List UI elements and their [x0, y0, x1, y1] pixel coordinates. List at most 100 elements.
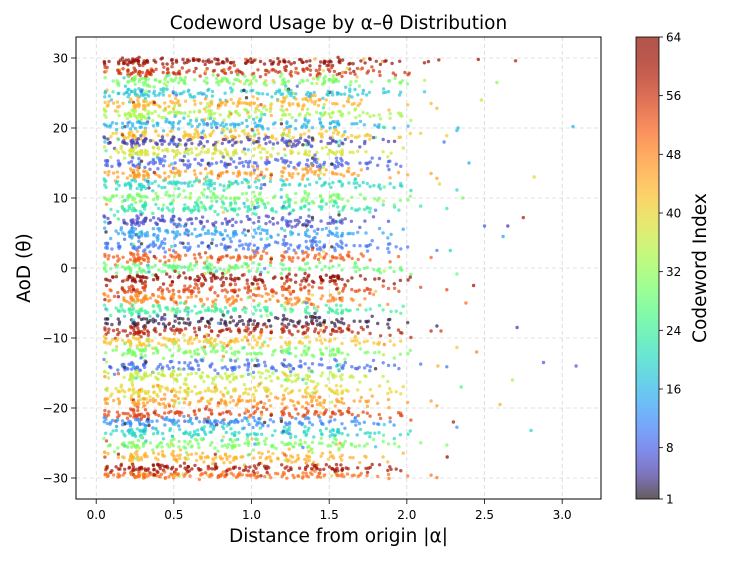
data-point [142, 401, 145, 404]
data-point [158, 403, 161, 406]
data-point [382, 203, 385, 206]
data-point [165, 88, 168, 91]
data-point [365, 245, 368, 248]
data-point [389, 182, 392, 185]
data-point [351, 257, 354, 260]
data-point [305, 278, 308, 281]
data-point [402, 305, 405, 308]
data-point [289, 233, 292, 236]
data-point [210, 184, 213, 187]
data-point [129, 332, 132, 335]
data-point [132, 408, 135, 411]
data-point [238, 315, 241, 318]
data-point [241, 265, 244, 268]
data-point [397, 171, 400, 174]
data-point [376, 402, 379, 405]
data-point [263, 247, 266, 250]
data-point [207, 375, 210, 378]
data-point [201, 359, 204, 362]
data-point [114, 306, 117, 309]
data-point [154, 221, 157, 224]
data-point [253, 319, 256, 322]
data-point [341, 391, 344, 394]
data-point [169, 100, 172, 103]
data-point [120, 384, 123, 387]
data-point [347, 407, 350, 410]
data-point [233, 78, 236, 81]
data-point [272, 142, 275, 145]
data-point [204, 389, 207, 392]
data-point [267, 370, 270, 373]
data-point [406, 125, 409, 128]
data-point [190, 342, 193, 345]
data-point [305, 198, 308, 201]
data-point [313, 391, 316, 394]
data-point [280, 175, 283, 178]
data-point [339, 220, 342, 223]
data-point [173, 332, 176, 335]
data-point [228, 297, 231, 300]
data-point [129, 182, 132, 185]
data-point [309, 73, 312, 76]
data-point [266, 201, 269, 204]
data-point [173, 105, 176, 108]
data-point [325, 227, 328, 230]
data-point [252, 323, 255, 326]
data-point [117, 295, 120, 298]
data-point [193, 349, 196, 352]
data-point [247, 248, 250, 251]
data-point [303, 345, 306, 348]
data-point [372, 69, 375, 72]
data-point [210, 242, 213, 245]
data-point [259, 401, 262, 404]
data-point [156, 301, 159, 304]
data-point [363, 297, 366, 300]
data-point [304, 390, 307, 393]
data-point [190, 372, 193, 375]
data-point [325, 98, 328, 101]
data-point [253, 351, 256, 354]
data-point [288, 113, 291, 116]
data-point [253, 147, 256, 150]
data-point [181, 58, 184, 61]
data-point [336, 392, 339, 395]
data-point [232, 82, 235, 85]
data-point [164, 324, 167, 327]
data-point [189, 262, 192, 265]
data-point [284, 267, 287, 270]
data-point [309, 315, 312, 318]
data-point [388, 334, 391, 337]
data-point [324, 265, 327, 268]
data-point [253, 195, 256, 198]
data-point [193, 385, 196, 388]
data-point [132, 351, 135, 354]
data-point [335, 157, 338, 160]
data-point [126, 121, 129, 124]
data-point [175, 390, 178, 393]
data-point [259, 151, 262, 154]
data-point [351, 62, 354, 65]
data-point [307, 292, 310, 295]
data-point [280, 188, 283, 191]
data-point [344, 361, 347, 364]
data-point [283, 282, 286, 285]
data-point [106, 217, 109, 220]
data-point [103, 298, 106, 301]
data-point [347, 255, 350, 258]
data-point [328, 307, 331, 310]
data-point [157, 134, 160, 137]
data-point [203, 79, 206, 82]
data-point [121, 287, 124, 290]
data-point [256, 359, 259, 362]
data-point [109, 135, 112, 138]
data-point [212, 192, 215, 195]
data-point [268, 243, 271, 246]
data-point [204, 167, 207, 170]
data-point [329, 122, 332, 125]
data-point [225, 220, 228, 223]
data-point [222, 238, 225, 241]
data-point [225, 298, 228, 301]
data-point [181, 66, 184, 69]
chart-title: Codeword Usage by α–θ Distribution [170, 13, 507, 34]
data-point [229, 61, 232, 64]
